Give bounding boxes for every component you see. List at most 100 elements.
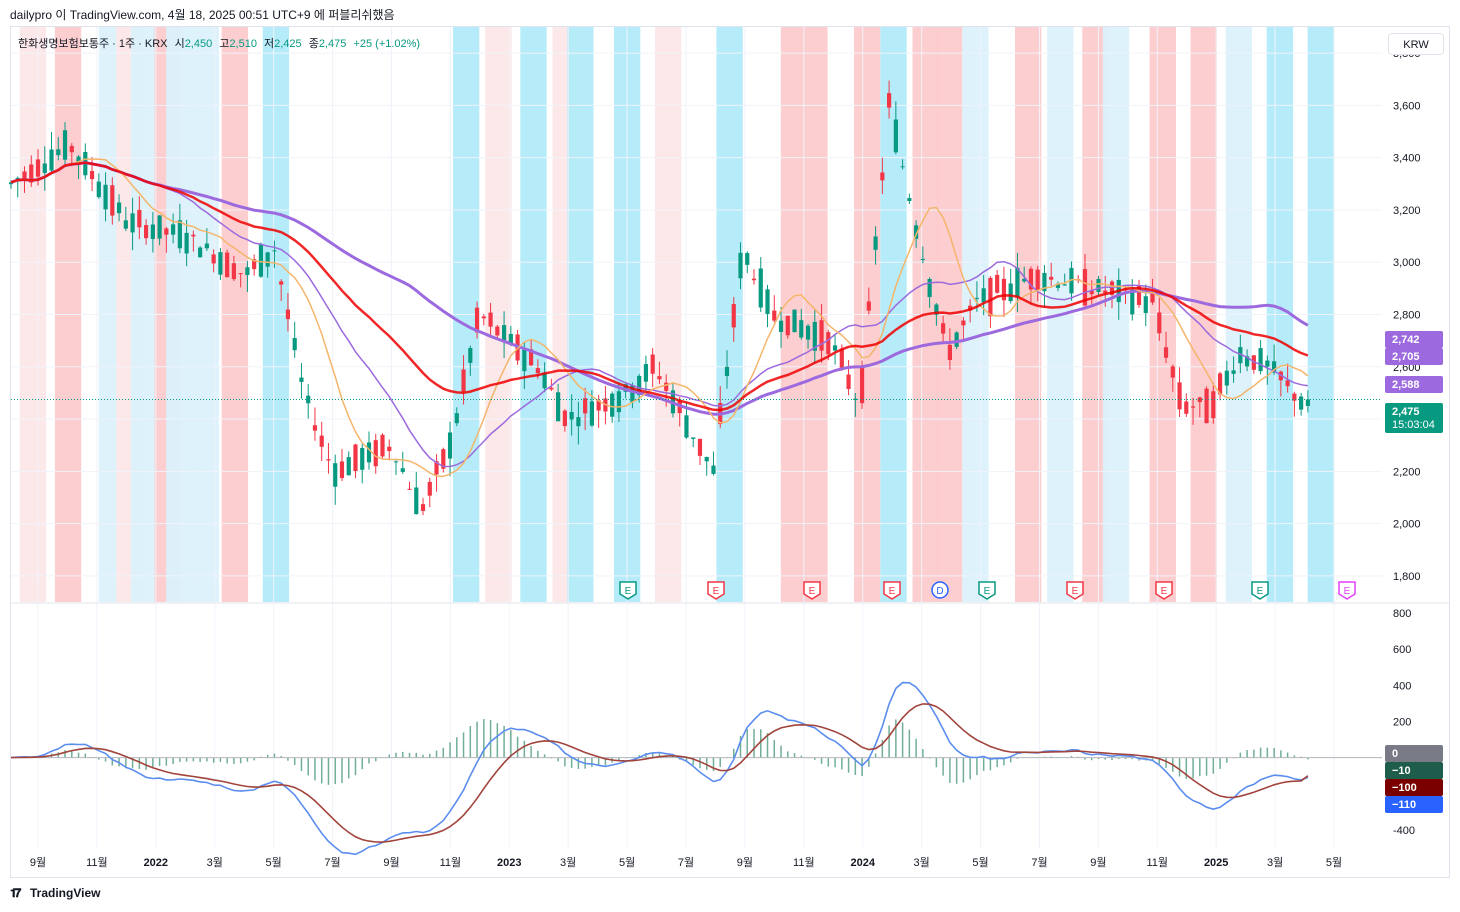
candle-body [62, 130, 68, 160]
ma2-tag-bg [1385, 348, 1443, 365]
time-axis-label: 3월 [1267, 856, 1283, 869]
time-axis-label: 5월 [619, 856, 635, 869]
candle-body [731, 304, 736, 328]
candle-body [258, 243, 264, 277]
candle-body [765, 289, 770, 314]
earnings-marker-label: E [1344, 586, 1351, 597]
macd-line-tag: −110 [1392, 799, 1416, 811]
candle-body [873, 236, 878, 250]
currency-button[interactable]: KRW [1388, 33, 1444, 55]
open-label: 시 [174, 38, 185, 50]
candle-body [961, 320, 966, 326]
candle-body [279, 281, 284, 285]
time-axis-label: 9월 [383, 856, 399, 869]
candle-body [893, 119, 898, 153]
earnings-marker-label: E [809, 586, 816, 597]
time-axis-label: 9월 [30, 856, 46, 869]
candle-body [137, 209, 142, 228]
candle-body [1089, 290, 1094, 295]
macd-signal-line [10, 703, 1309, 843]
candle-body [914, 225, 919, 239]
candle-body [785, 315, 790, 336]
candle-body [204, 243, 209, 249]
tradingview-logo-icon: 𝟏𝟕 [10, 886, 21, 900]
candle-body [103, 184, 108, 210]
candle-body [529, 349, 534, 366]
candle-body [866, 301, 871, 311]
candle-body [900, 166, 905, 168]
symbol-name: 한화생명보험보통주 · 1주 · KRX [18, 38, 168, 50]
candle-body [920, 258, 925, 261]
candle-body [805, 325, 811, 340]
candle-body [89, 171, 95, 180]
earnings-marker-label: E [984, 586, 991, 597]
time-axis-label: 2024 [850, 857, 875, 869]
time-axis-label: 3월 [207, 856, 223, 869]
candle-body [697, 438, 703, 456]
candle-body [225, 252, 230, 278]
candle-body [407, 488, 412, 490]
candle-body [1184, 401, 1189, 414]
candle-body [758, 268, 763, 308]
candle-body [1299, 396, 1304, 410]
candle-body [110, 185, 115, 216]
ma-mid-line [10, 161, 1309, 468]
time-axis-label: 5월 [1326, 856, 1342, 869]
open-value: 2,450 [184, 38, 213, 50]
candle-body [610, 393, 615, 417]
close-value: 2,475 [318, 38, 347, 50]
candle-body [1008, 283, 1013, 302]
ma2-tag: 2,705 [1392, 351, 1420, 363]
macd-axis-label: 400 [1393, 680, 1411, 692]
candle-body [468, 348, 473, 363]
candle-body [474, 307, 480, 333]
candle-body [447, 432, 453, 459]
candle-body [434, 461, 439, 475]
time-axis-label: 2022 [144, 857, 168, 869]
candle-body [1150, 291, 1155, 303]
candle-body [299, 377, 304, 382]
low-label: 저 [264, 38, 275, 50]
price-axis-label: 3,000 [1393, 257, 1421, 269]
candle-body [751, 278, 757, 281]
candle-body [8, 182, 14, 185]
publisher-line: dailypro 이 TradingView.com, 4월 18, 2025 … [10, 8, 395, 22]
candle-body [1292, 393, 1297, 401]
macd-hist-tag-bg [1385, 762, 1443, 779]
candle-body [1109, 281, 1115, 295]
time-axis-label: 11월 [1146, 856, 1168, 869]
candle-body [569, 411, 574, 420]
candle-body [1069, 268, 1074, 294]
candle-body [76, 156, 81, 163]
candle-body [211, 254, 216, 264]
price-axis-label: 2,800 [1393, 310, 1421, 322]
candle-body [542, 372, 547, 389]
time-axis-label: 7월 [324, 856, 340, 869]
candle-body [1217, 373, 1223, 395]
time-axis-label: 2025 [1204, 857, 1228, 869]
candle-body [1136, 285, 1142, 305]
candle-body [1177, 382, 1182, 410]
candle-body [853, 398, 858, 401]
candle-body [1163, 347, 1169, 358]
tradingview-logo[interactable]: 𝟏𝟕 TradingView [10, 886, 100, 901]
candle-body [1049, 276, 1054, 280]
symbol-legend: 한화생명보험보통주 · 1주 · KRX 시2,450 고2,510 저2,42… [18, 35, 420, 51]
candle-body [1015, 267, 1020, 298]
candle-body [265, 252, 270, 267]
candle-body [495, 326, 500, 336]
candle-body [373, 440, 378, 467]
earnings-marker-label: E [1161, 586, 1168, 597]
candle-body [123, 220, 128, 229]
candle-body [799, 320, 804, 338]
earnings-marker-label: E [889, 586, 896, 597]
earnings-marker [619, 581, 637, 600]
candle-body [1258, 348, 1263, 372]
candle-body [596, 400, 601, 411]
candle-body [995, 274, 1000, 293]
candle-body [508, 333, 513, 345]
candle-body [819, 320, 824, 351]
candle-body [326, 459, 331, 461]
candle-body [1001, 278, 1007, 301]
